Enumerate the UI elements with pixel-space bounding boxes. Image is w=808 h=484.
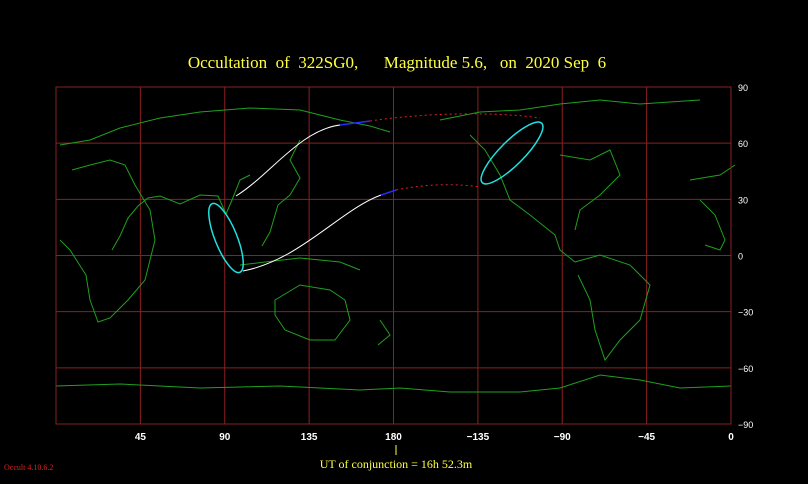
coastline (55, 374, 732, 393)
coastline (59, 159, 156, 323)
occultation-path (208, 113, 544, 274)
x-tick-label: −90 (554, 432, 571, 443)
rise-set-curve (208, 202, 244, 274)
path-limit-north (235, 124, 341, 197)
y-tick-label: −30 (738, 308, 753, 318)
x-tick-label: −45 (638, 432, 655, 443)
y-tick-label: 60 (738, 139, 748, 149)
x-tick-label: 90 (219, 432, 231, 443)
y-tick-label: 30 (738, 195, 748, 205)
frame (55, 86, 732, 425)
coastline (689, 164, 736, 251)
x-tick-label: 0 (728, 432, 734, 443)
coastlines (55, 99, 736, 393)
coastline (274, 284, 351, 341)
title: Occultation of 322SG0, Magnitude 5.6, on… (188, 53, 606, 72)
coastline (239, 257, 391, 346)
y-tick-label: 0 (738, 252, 743, 262)
x-tick-label: 180 (385, 432, 402, 443)
path-limit-south-daylight (380, 189, 397, 196)
path-limit-north-below-horizon (369, 113, 541, 122)
version-label: Occult 4.10.6.2 (4, 463, 53, 472)
rise-set-curve (480, 121, 544, 185)
y-tick-label: 90 (738, 83, 748, 93)
x-tick-label: −135 (467, 432, 490, 443)
coastline (439, 99, 701, 362)
y-tick-label: −90 (738, 420, 753, 430)
path-limit-south (242, 194, 382, 272)
conjunction-label: UT of conjunction = 16h 52.3m (320, 457, 473, 471)
x-tick-label: 45 (135, 432, 147, 443)
path-limit-north-daylight (339, 120, 371, 126)
x-tick-label: 135 (301, 432, 318, 443)
y-tick-label: −60 (738, 364, 753, 374)
